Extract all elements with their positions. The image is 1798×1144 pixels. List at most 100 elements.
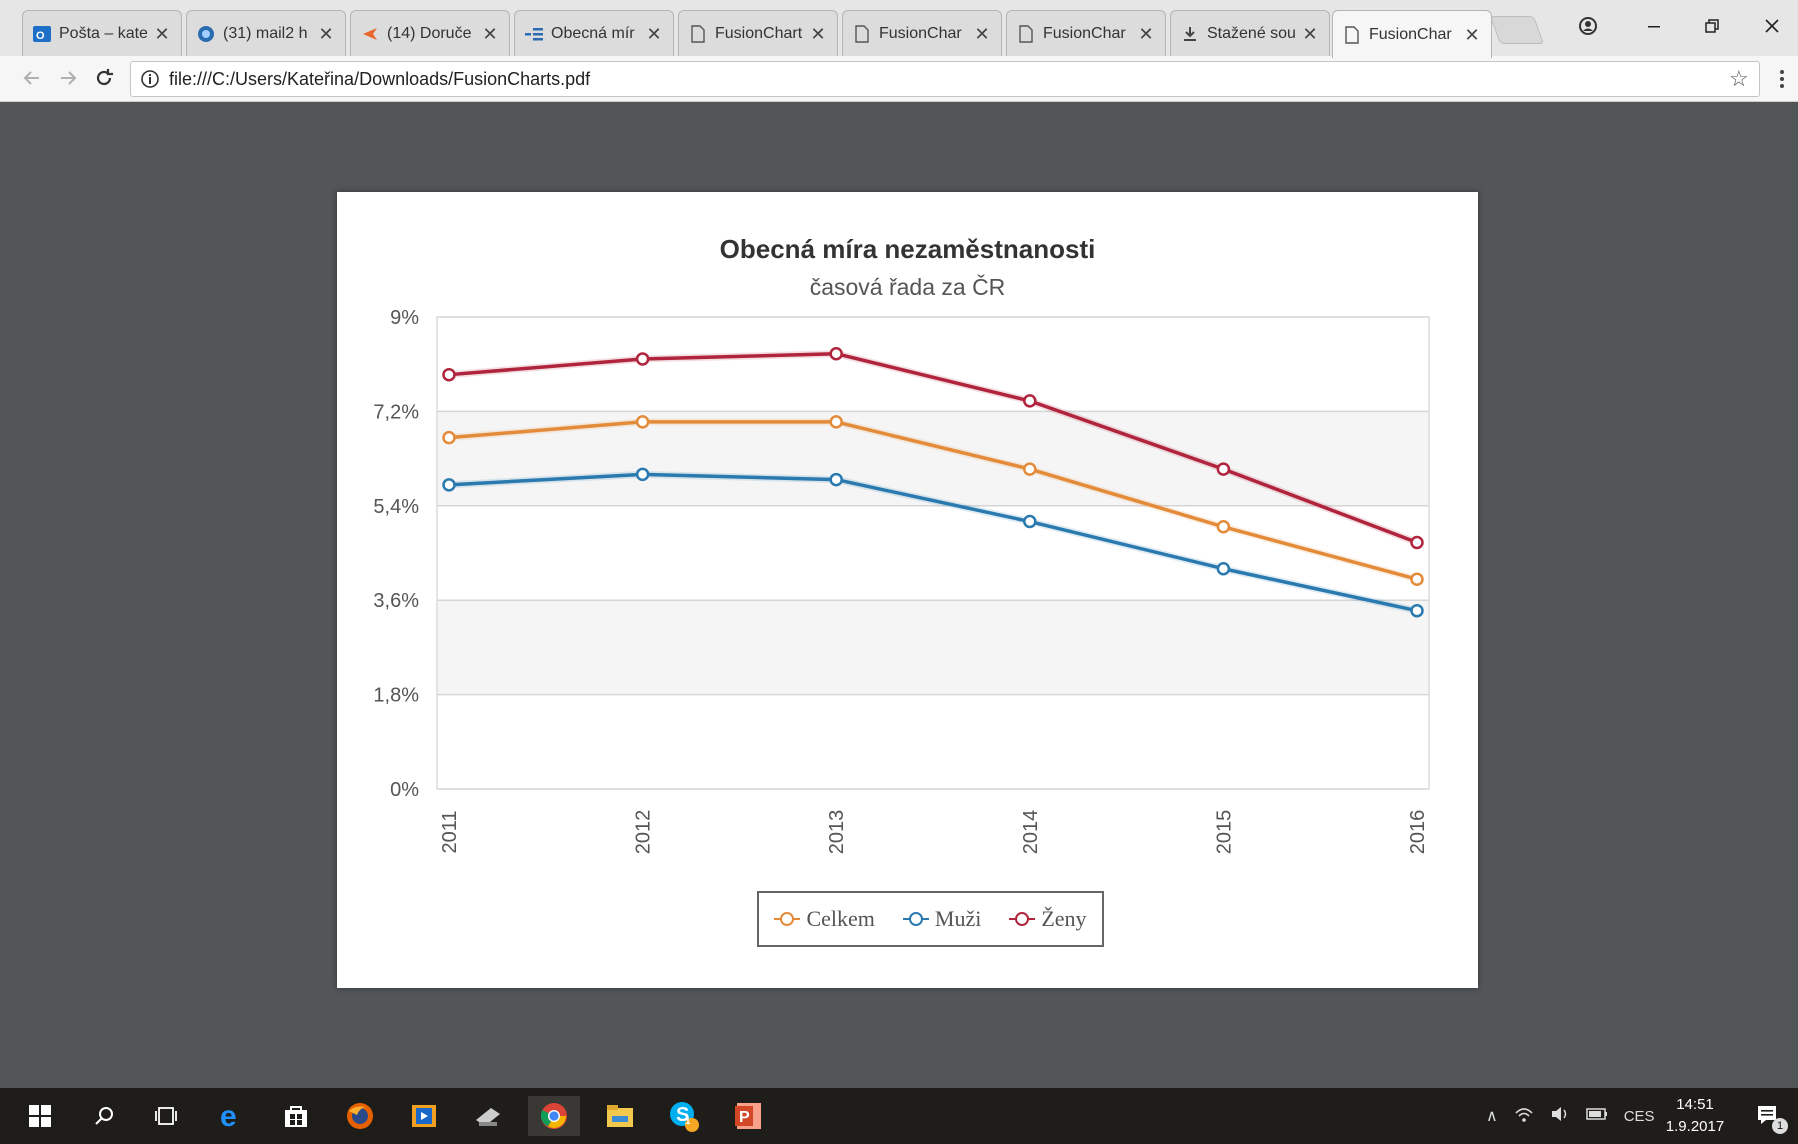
tab-label: FusionChar bbox=[1043, 24, 1126, 42]
y-tick-label: 5,4% bbox=[373, 496, 419, 518]
scanner-app-icon[interactable] bbox=[468, 1096, 508, 1136]
x-tick-label: 2012 bbox=[633, 810, 655, 855]
close-icon[interactable]: ✕ bbox=[810, 23, 826, 44]
browser-toolbar: file:///C:/Users/Kateřina/Downloads/Fusi… bbox=[0, 56, 1798, 102]
series-line bbox=[448, 420, 1418, 581]
volume-icon[interactable] bbox=[1550, 1105, 1570, 1128]
close-icon[interactable]: ✕ bbox=[974, 23, 990, 44]
line-chart: 0% 1,8% 3,6% 5,4% 7,2% 9% 2011 2012 2013 2014 2015… bbox=[373, 307, 1430, 855]
tab-fusioncharts-1[interactable]: FusionChart ✕ bbox=[678, 10, 838, 56]
data-point bbox=[442, 430, 456, 445]
close-icon[interactable]: ✕ bbox=[154, 23, 170, 44]
tab-fusioncharts-3[interactable]: FusionChar ✕ bbox=[1006, 10, 1166, 56]
start-button[interactable] bbox=[20, 1096, 60, 1136]
x-tick-label: 2016 bbox=[1407, 810, 1429, 855]
x-tick-label: 2013 bbox=[826, 810, 848, 855]
series-line bbox=[448, 472, 1418, 613]
chevron-up-icon[interactable]: ∧ bbox=[1486, 1108, 1498, 1125]
new-tab-button[interactable] bbox=[1489, 16, 1545, 44]
data-point bbox=[1410, 603, 1424, 618]
minimize-button[interactable] bbox=[1634, 10, 1674, 42]
menu-icon[interactable] bbox=[1774, 64, 1790, 94]
close-icon[interactable]: ✕ bbox=[482, 23, 498, 44]
reload-button[interactable] bbox=[88, 62, 120, 94]
list-icon bbox=[525, 25, 543, 43]
document-icon bbox=[853, 24, 871, 43]
svg-text:e: e bbox=[220, 1102, 237, 1130]
x-tick-label: 2014 bbox=[1020, 810, 1042, 855]
pdf-page: Obecná míra nezaměstnanosti časová řada … bbox=[337, 192, 1478, 988]
legend-label: Celkem bbox=[806, 906, 875, 931]
legend-marker-icon bbox=[902, 911, 929, 927]
tab-mail2[interactable]: (31) mail2 h ✕ bbox=[186, 10, 346, 56]
firefox-icon[interactable] bbox=[340, 1096, 380, 1136]
close-icon[interactable]: ✕ bbox=[1464, 24, 1480, 45]
legend-item-zeny[interactable]: Ženy bbox=[1009, 906, 1087, 932]
wifi-icon[interactable] bbox=[1514, 1105, 1534, 1128]
mail-icon bbox=[197, 25, 215, 43]
file-explorer-icon[interactable] bbox=[600, 1096, 640, 1136]
legend-label: Ženy bbox=[1041, 906, 1087, 931]
task-view-icon[interactable] bbox=[146, 1096, 186, 1136]
clock[interactable]: 14:51 1.9.2017 bbox=[1660, 1094, 1730, 1138]
plot-area bbox=[436, 316, 1430, 790]
back-button[interactable] bbox=[16, 62, 48, 94]
pdf-viewer: Obecná míra nezaměstnanosti časová řada … bbox=[0, 103, 1798, 1088]
close-window-button[interactable] bbox=[1752, 10, 1792, 42]
tab-label: (14) Doruče bbox=[387, 24, 472, 42]
skype-icon[interactable]: S 1 bbox=[664, 1096, 704, 1136]
svg-text:O: O bbox=[36, 30, 45, 42]
language-indicator[interactable]: CES bbox=[1623, 1107, 1655, 1125]
url-text: file:///C:/Users/Kateřina/Downloads/Fusi… bbox=[169, 68, 591, 89]
data-point bbox=[635, 352, 650, 366]
profile-icon[interactable] bbox=[1568, 10, 1608, 42]
edge-icon[interactable]: e bbox=[212, 1096, 252, 1136]
store-icon[interactable] bbox=[276, 1096, 316, 1136]
tab-obecna-mira[interactable]: Obecná mír ✕ bbox=[514, 10, 674, 56]
data-point bbox=[442, 478, 456, 492]
data-point bbox=[635, 467, 650, 482]
clock-time: 14:51 bbox=[1676, 1096, 1714, 1113]
search-icon[interactable] bbox=[84, 1096, 124, 1136]
document-icon bbox=[1017, 24, 1035, 43]
notification-center-icon[interactable]: 1 bbox=[1748, 1096, 1788, 1136]
tab-fusioncharts-2[interactable]: FusionChar ✕ bbox=[842, 10, 1002, 56]
chrome-icon[interactable] bbox=[528, 1096, 580, 1136]
close-icon[interactable]: ✕ bbox=[646, 23, 662, 44]
tab-downloads[interactable]: Stažené sou ✕ bbox=[1170, 10, 1330, 56]
envelope-icon bbox=[361, 25, 379, 43]
tab-label: Pošta – kate bbox=[59, 24, 147, 42]
bookmark-star-icon[interactable]: ☆ bbox=[1729, 66, 1749, 91]
close-icon[interactable]: ✕ bbox=[1138, 23, 1154, 44]
tab-label: (31) mail2 h bbox=[223, 24, 308, 42]
browser-tab-strip: O Pošta – kate ✕ (31) mail2 h ✕ (14) Dor… bbox=[0, 0, 1798, 58]
battery-icon[interactable] bbox=[1585, 1107, 1608, 1126]
data-point bbox=[829, 346, 843, 361]
powerpoint-icon[interactable]: P bbox=[728, 1096, 768, 1136]
chart-legend: Celkem Muži Ženy bbox=[757, 891, 1104, 947]
data-point bbox=[1023, 394, 1037, 408]
close-icon[interactable]: ✕ bbox=[318, 23, 334, 44]
y-tick-label: 0% bbox=[390, 779, 419, 801]
data-point bbox=[1410, 572, 1424, 586]
legend-marker-icon bbox=[774, 911, 801, 927]
legend-item-muzi[interactable]: Muži bbox=[902, 906, 981, 932]
tab-posta[interactable]: O Pošta – kate ✕ bbox=[22, 10, 182, 56]
close-icon[interactable]: ✕ bbox=[1302, 23, 1318, 44]
info-icon[interactable] bbox=[139, 68, 161, 90]
tab-label: Stažené sou bbox=[1207, 24, 1295, 42]
data-point bbox=[1216, 462, 1231, 476]
notification-count: 1 bbox=[1772, 1118, 1788, 1134]
data-point bbox=[1216, 561, 1231, 576]
outlook-icon: O bbox=[33, 25, 51, 43]
restore-button[interactable] bbox=[1692, 10, 1732, 42]
forward-button[interactable] bbox=[52, 62, 84, 94]
grid-band bbox=[437, 600, 1429, 695]
address-bar[interactable]: file:///C:/Users/Kateřina/Downloads/Fusi… bbox=[130, 61, 1760, 97]
grid-band bbox=[437, 411, 1429, 506]
document-icon bbox=[689, 24, 707, 43]
media-player-icon[interactable] bbox=[404, 1096, 444, 1136]
tab-fusioncharts-active[interactable]: FusionChar ✕ bbox=[1332, 10, 1492, 58]
legend-item-celkem[interactable]: Celkem bbox=[774, 906, 875, 932]
tab-doruceno[interactable]: (14) Doruče ✕ bbox=[350, 10, 510, 56]
